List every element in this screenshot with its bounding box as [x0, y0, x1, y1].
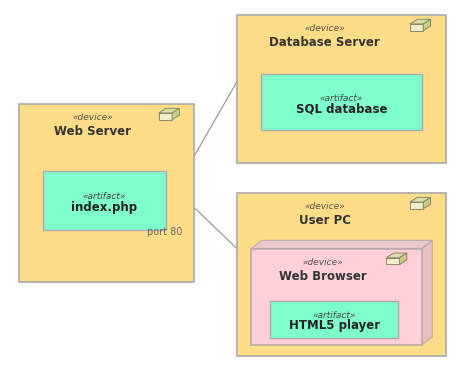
Polygon shape	[423, 197, 430, 209]
Text: «device»: «device»	[73, 113, 113, 122]
Text: «artifact»: «artifact»	[82, 192, 126, 201]
Polygon shape	[386, 258, 400, 265]
Text: «device»: «device»	[302, 258, 343, 267]
Polygon shape	[159, 108, 179, 113]
Text: SQL database: SQL database	[295, 102, 387, 115]
FancyBboxPatch shape	[270, 301, 398, 338]
Text: Database Server: Database Server	[269, 36, 380, 49]
Polygon shape	[410, 202, 423, 209]
Polygon shape	[422, 240, 432, 345]
Text: Web Browser: Web Browser	[279, 270, 367, 283]
FancyBboxPatch shape	[19, 104, 194, 282]
Text: port 80: port 80	[147, 227, 182, 237]
Text: HTML5 player: HTML5 player	[289, 319, 380, 332]
Text: «artifact»: «artifact»	[319, 94, 363, 103]
Text: User PC: User PC	[299, 214, 351, 227]
Polygon shape	[410, 19, 430, 24]
FancyBboxPatch shape	[237, 15, 446, 163]
Polygon shape	[423, 19, 430, 31]
Polygon shape	[251, 240, 432, 249]
Text: index.php: index.php	[71, 200, 137, 214]
Polygon shape	[159, 113, 172, 120]
Polygon shape	[400, 253, 407, 265]
FancyBboxPatch shape	[43, 171, 166, 230]
Text: «device»: «device»	[304, 24, 345, 33]
Polygon shape	[386, 253, 407, 258]
Polygon shape	[410, 197, 430, 202]
Text: «device»: «device»	[304, 202, 345, 211]
FancyBboxPatch shape	[251, 249, 422, 345]
Polygon shape	[172, 108, 179, 120]
Text: «artifact»: «artifact»	[312, 311, 356, 320]
Text: Web Server: Web Server	[54, 125, 131, 138]
FancyBboxPatch shape	[237, 193, 446, 356]
FancyBboxPatch shape	[261, 74, 422, 130]
Polygon shape	[410, 24, 423, 31]
